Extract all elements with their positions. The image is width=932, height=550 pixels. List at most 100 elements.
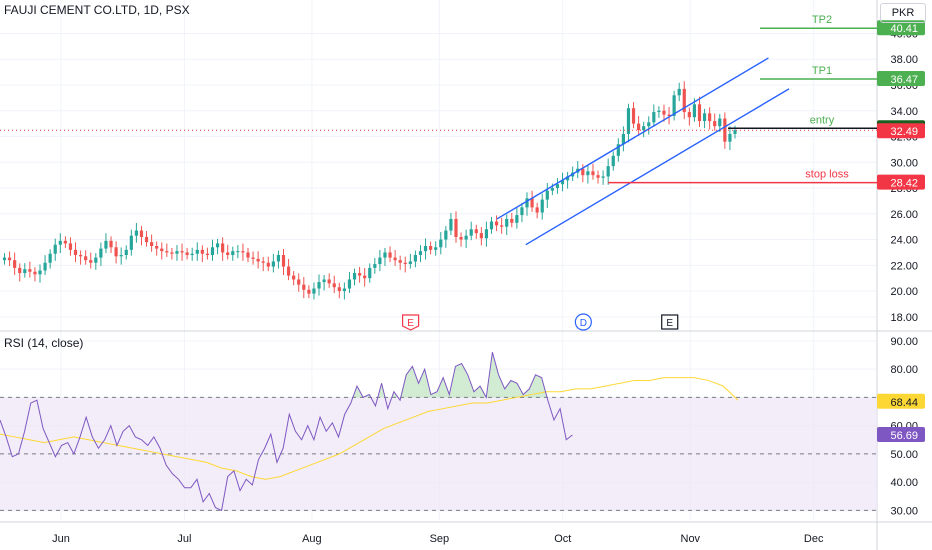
candle-body	[205, 253, 210, 256]
candle-body	[38, 270, 42, 275]
candle-body	[621, 133, 625, 145]
candle-body	[515, 215, 519, 223]
level-badge-TP1	[877, 70, 925, 86]
candle-body	[327, 279, 331, 284]
candle-body	[708, 113, 712, 122]
candle-body	[190, 253, 194, 256]
candle-body	[449, 218, 453, 231]
candle-body	[388, 252, 392, 258]
candle-body	[63, 240, 67, 244]
x-tick-label: Oct	[554, 533, 571, 545]
candle-body	[434, 247, 438, 250]
currency-button[interactable]: PKR	[880, 3, 926, 23]
candle-body	[667, 114, 671, 116]
candle-body	[99, 248, 103, 258]
dividend-marker	[574, 313, 592, 331]
candle-body	[68, 243, 73, 250]
candle-body	[378, 257, 382, 265]
candle-body	[7, 257, 12, 261]
candle-body	[642, 126, 646, 131]
candle-body	[160, 248, 164, 252]
level-label-TP2: TP2	[812, 14, 832, 26]
candle-body	[119, 255, 123, 257]
candle-body	[286, 266, 291, 276]
candle-body	[2, 257, 7, 261]
chart-title: FAUJI CEMENT CO.LTD, 1D, PSX	[4, 3, 190, 17]
candle-body	[53, 244, 57, 254]
candle-body	[408, 261, 412, 265]
candle-body	[58, 240, 62, 245]
rsi-tick-label: 90.00	[890, 336, 918, 348]
candle-body	[109, 240, 113, 248]
price-tick-label: 18.00	[890, 312, 918, 324]
candle-body	[733, 130, 737, 134]
level-badge-label: 28.42	[890, 178, 918, 190]
candle-body	[210, 247, 215, 256]
rsi-overbought-fill	[352, 352, 548, 398]
candle-body	[373, 264, 377, 268]
rsi-value-badge-label: 68.44	[890, 397, 918, 409]
candle-body	[94, 257, 98, 263]
level-label-entry: entry	[810, 114, 835, 126]
candle-body	[484, 229, 489, 239]
candle-body	[297, 279, 301, 285]
event-marker-label: E	[666, 318, 673, 329]
event-marker-label: E	[407, 318, 414, 329]
candle-body	[439, 239, 443, 248]
candle-body	[555, 184, 560, 189]
candle-body	[682, 88, 686, 113]
candle-body	[520, 207, 524, 216]
candle-body	[33, 271, 37, 275]
candle-body	[713, 121, 717, 127]
rsi-tick-label: 50.00	[890, 449, 918, 461]
rsi-line	[0, 352, 573, 512]
candle-body	[307, 289, 311, 294]
rsi-value-badge	[877, 393, 925, 409]
candle-body	[48, 253, 52, 263]
candle-body	[342, 288, 346, 292]
candle-body	[150, 242, 154, 246]
candle-body	[662, 110, 666, 115]
candle-body	[347, 279, 352, 289]
candle-body	[276, 255, 281, 262]
candle-body	[144, 236, 149, 243]
candle-body	[500, 225, 504, 227]
candle-body	[180, 251, 184, 253]
candle-body	[134, 230, 138, 236]
candle-body	[114, 247, 118, 257]
candle-body	[454, 218, 458, 237]
candle-body	[256, 258, 260, 262]
candle-body	[368, 267, 372, 279]
candle-body	[474, 229, 478, 234]
last-price-badge-label: 32.49	[890, 126, 918, 138]
candle-body	[601, 176, 605, 178]
candle-body	[423, 245, 428, 252]
candle-body	[677, 88, 681, 96]
candle-body	[418, 251, 423, 256]
x-tick-label: Jul	[177, 533, 191, 545]
candle-body	[687, 112, 691, 118]
channel-lower-line	[525, 88, 790, 246]
candle-body	[200, 249, 204, 254]
candle-body	[565, 176, 570, 181]
candle-body	[403, 262, 407, 265]
candle-body	[464, 235, 468, 240]
candle-body	[170, 252, 174, 254]
rsi-title: RSI (14, close)	[4, 336, 84, 350]
candle-body	[540, 199, 544, 213]
candle-body	[124, 249, 128, 256]
level-label-stop-loss: stop loss	[805, 169, 849, 181]
candle-body	[165, 251, 169, 253]
candle-body	[89, 260, 93, 263]
candle-body	[129, 235, 133, 250]
candle-body	[84, 256, 88, 261]
candle-body	[352, 273, 357, 280]
candle-body	[322, 279, 326, 283]
candle-body	[535, 207, 539, 213]
candle-body	[525, 198, 529, 208]
candle-body	[226, 252, 230, 256]
x-tick-label: Aug	[302, 533, 322, 545]
candle-body	[459, 236, 463, 240]
candle-body	[28, 269, 32, 272]
